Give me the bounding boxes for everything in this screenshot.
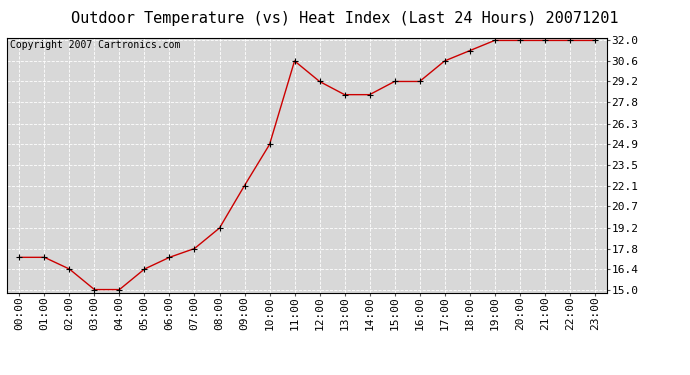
Text: Copyright 2007 Cartronics.com: Copyright 2007 Cartronics.com (10, 40, 180, 50)
Text: Outdoor Temperature (vs) Heat Index (Last 24 Hours) 20071201: Outdoor Temperature (vs) Heat Index (Las… (71, 11, 619, 26)
